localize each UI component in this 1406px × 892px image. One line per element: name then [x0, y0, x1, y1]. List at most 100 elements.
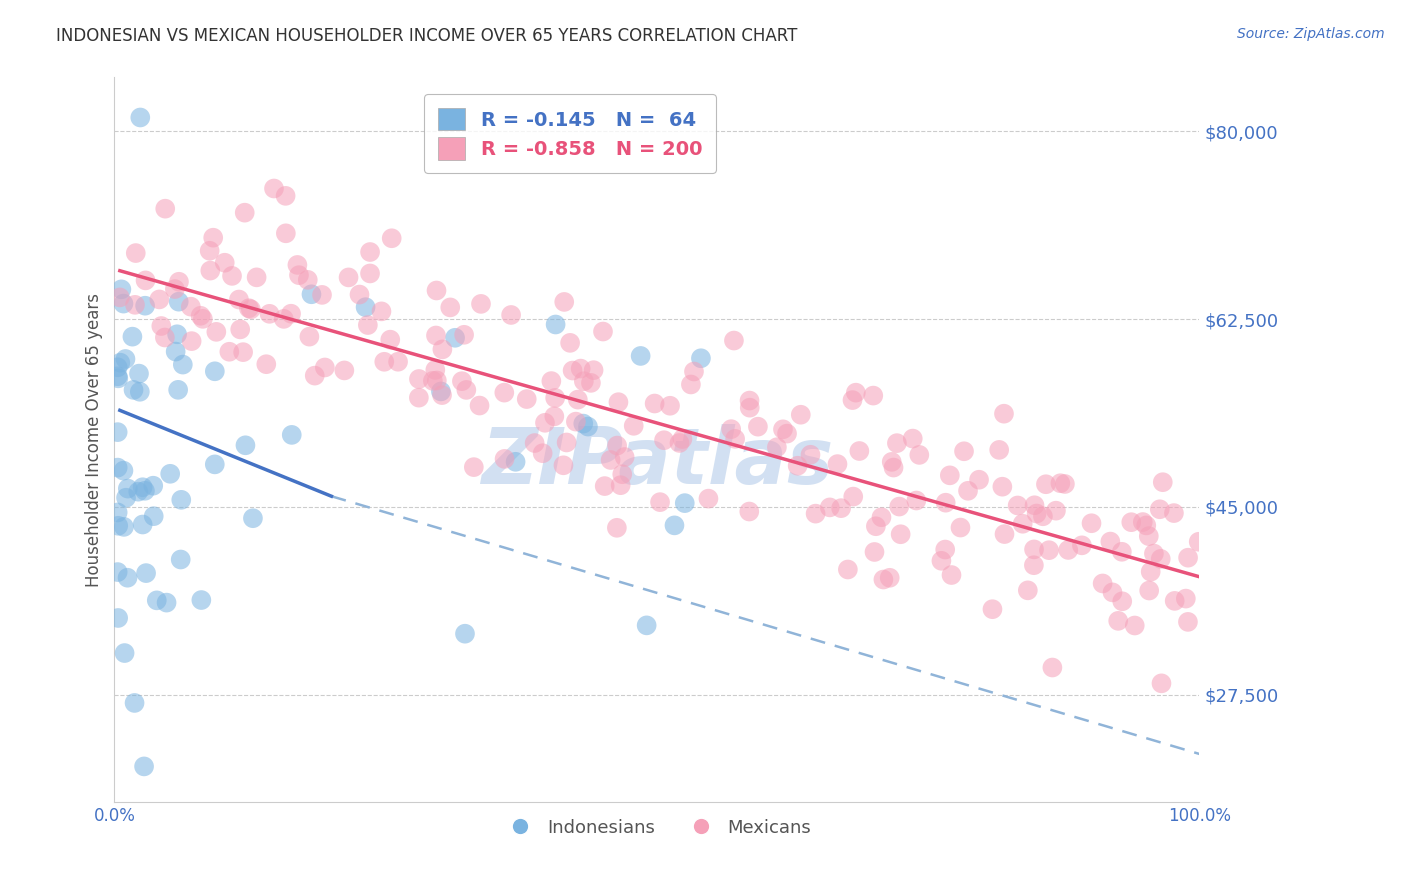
Point — [167, 294, 190, 309]
Point — [281, 428, 304, 442]
Point — [456, 383, 478, 397]
Point — [134, 299, 156, 313]
Text: Source: ZipAtlas.com: Source: ZipAtlas.com — [1237, 27, 1385, 41]
Point — [135, 273, 157, 287]
Point — [170, 492, 193, 507]
Point — [200, 263, 222, 277]
Point — [671, 432, 693, 446]
Point — [889, 500, 911, 514]
Point — [967, 473, 990, 487]
Point — [908, 448, 931, 462]
Point — [1149, 502, 1171, 516]
Point — [544, 318, 567, 332]
Point — [131, 480, 153, 494]
Point — [664, 518, 686, 533]
Point — [1163, 506, 1185, 520]
Point — [572, 417, 595, 431]
Point — [301, 287, 323, 301]
Point — [993, 527, 1015, 541]
Point — [349, 287, 371, 301]
Point — [117, 571, 139, 585]
Point — [242, 511, 264, 525]
Point — [1025, 507, 1047, 521]
Point — [1057, 543, 1080, 558]
Point — [107, 360, 129, 375]
Point — [373, 355, 395, 369]
Point — [304, 368, 326, 383]
Point — [454, 626, 477, 640]
Point — [988, 442, 1011, 457]
Point — [125, 246, 148, 260]
Point — [114, 646, 136, 660]
Point — [128, 367, 150, 381]
Point — [1139, 565, 1161, 579]
Point — [1150, 676, 1173, 690]
Point — [606, 521, 628, 535]
Point — [607, 395, 630, 409]
Point — [991, 480, 1014, 494]
Point — [1049, 476, 1071, 491]
Point — [165, 344, 187, 359]
Point — [609, 478, 631, 492]
Point — [772, 422, 794, 436]
Point — [110, 282, 132, 296]
Point — [1177, 550, 1199, 565]
Point — [679, 377, 702, 392]
Point — [1091, 576, 1114, 591]
Text: INDONESIAN VS MEXICAN HOUSEHOLDER INCOME OVER 65 YEARS CORRELATION CHART: INDONESIAN VS MEXICAN HOUSEHOLDER INCOME… — [56, 27, 797, 45]
Point — [166, 327, 188, 342]
Point — [425, 284, 447, 298]
Point — [572, 374, 595, 388]
Point — [1032, 509, 1054, 524]
Point — [636, 618, 658, 632]
Point — [180, 334, 202, 348]
Point — [218, 344, 240, 359]
Point — [254, 357, 277, 371]
Point — [845, 385, 868, 400]
Point — [274, 227, 297, 241]
Point — [776, 426, 799, 441]
Point — [863, 545, 886, 559]
Point — [561, 363, 583, 377]
Point — [214, 256, 236, 270]
Point — [108, 290, 131, 304]
Point — [235, 438, 257, 452]
Point — [288, 268, 311, 282]
Point — [107, 505, 129, 519]
Point — [872, 573, 894, 587]
Point — [901, 432, 924, 446]
Point — [1137, 529, 1160, 543]
Point — [425, 328, 447, 343]
Point — [1123, 618, 1146, 632]
Point — [738, 393, 761, 408]
Point — [115, 491, 138, 505]
Point — [170, 552, 193, 566]
Point — [468, 399, 491, 413]
Point — [1150, 552, 1173, 566]
Point — [107, 518, 129, 533]
Point — [124, 696, 146, 710]
Point — [1177, 615, 1199, 629]
Point — [1070, 538, 1092, 552]
Point — [426, 374, 449, 388]
Point — [576, 419, 599, 434]
Point — [1022, 542, 1045, 557]
Point — [1152, 475, 1174, 490]
Point — [148, 293, 170, 307]
Point — [354, 300, 377, 314]
Point — [387, 355, 409, 369]
Point — [905, 493, 928, 508]
Point — [981, 602, 1004, 616]
Point — [612, 467, 634, 482]
Point — [357, 318, 380, 332]
Point — [599, 453, 621, 467]
Point — [228, 293, 250, 307]
Point — [553, 294, 575, 309]
Point — [110, 356, 132, 370]
Point — [935, 496, 957, 510]
Point — [567, 392, 589, 407]
Point — [204, 364, 226, 378]
Point — [531, 446, 554, 460]
Point — [818, 500, 841, 515]
Point — [841, 393, 863, 408]
